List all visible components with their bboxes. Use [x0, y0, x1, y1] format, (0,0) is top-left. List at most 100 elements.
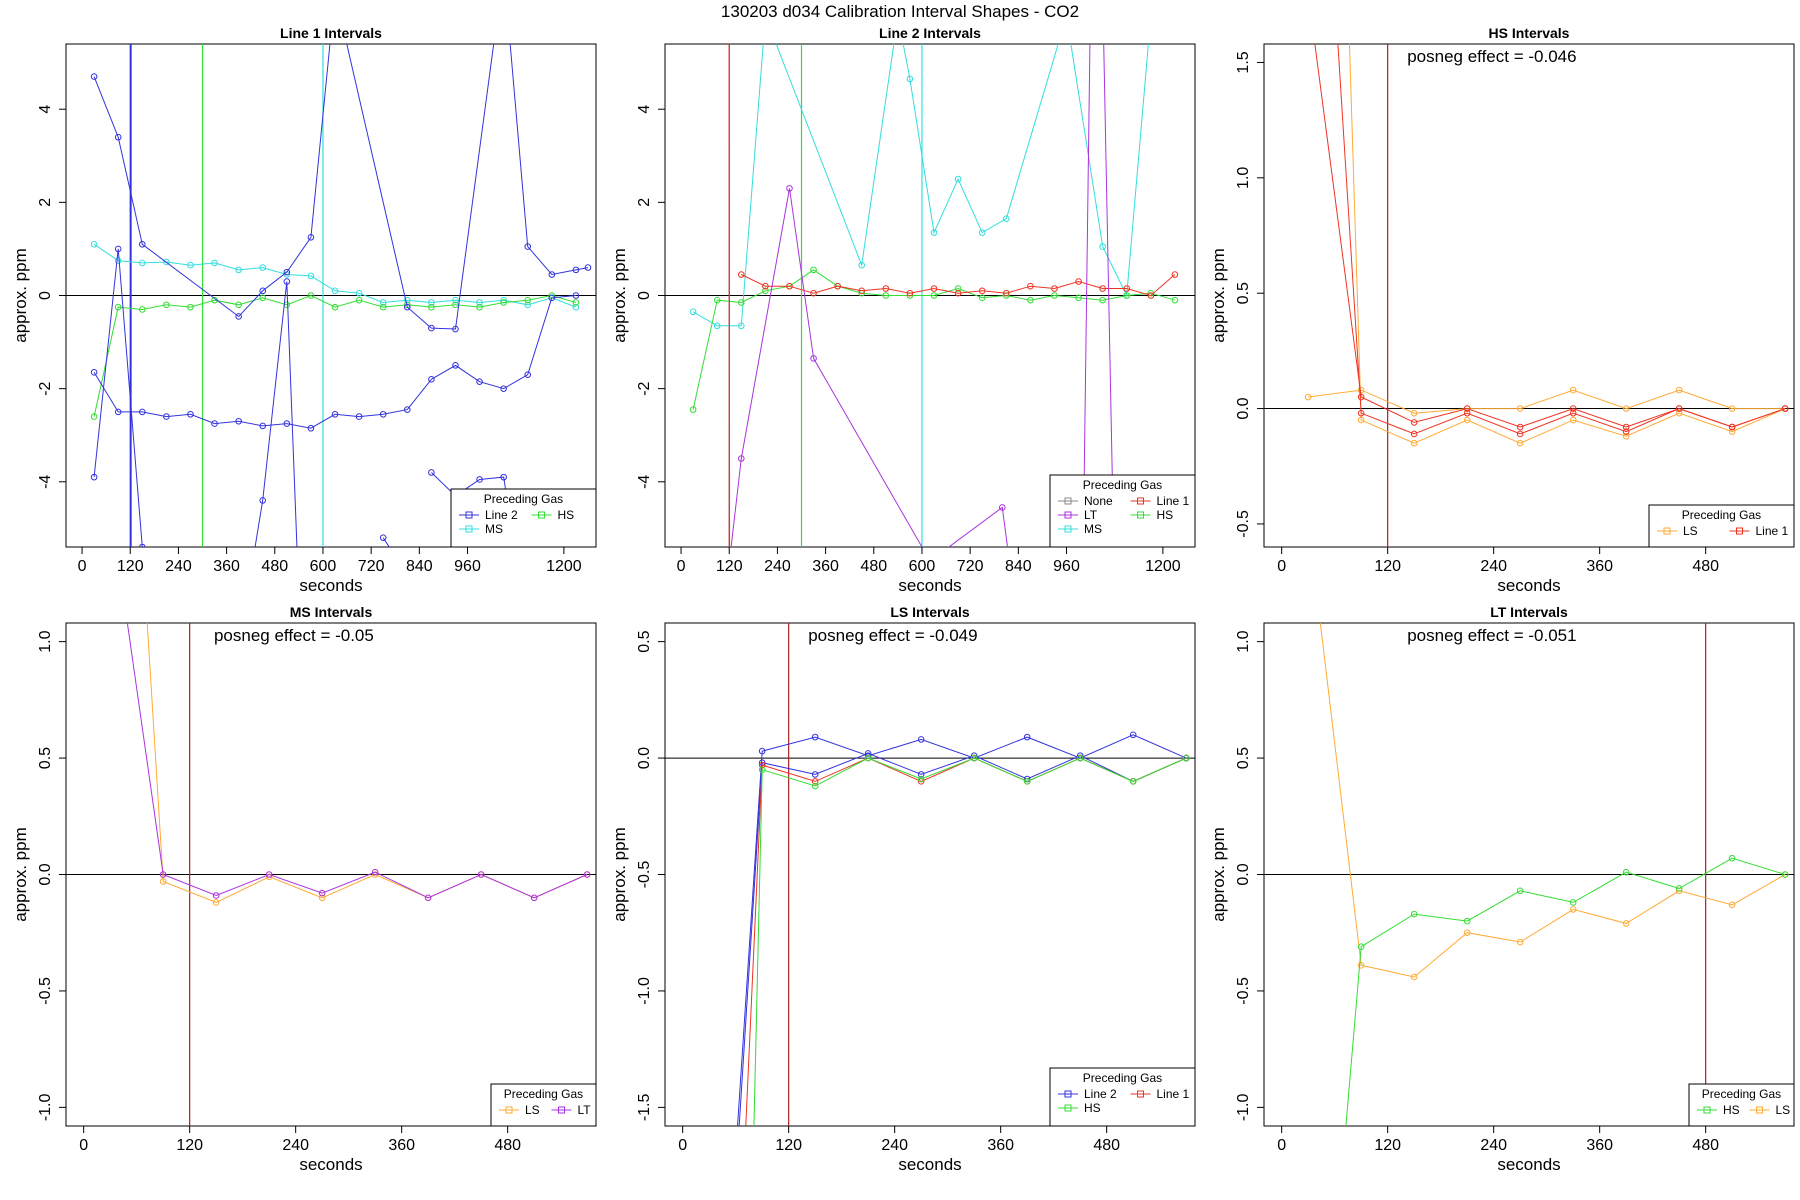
- x-tick-label: 1200: [1145, 558, 1181, 575]
- data-point: [355, 296, 363, 304]
- x-tick-label: 360: [987, 1137, 1014, 1154]
- legend-swatch-marker: [558, 1106, 565, 1114]
- legend-entry: LS: [1683, 524, 1698, 538]
- data-point: [259, 264, 267, 271]
- data-point: [858, 261, 866, 269]
- data-point: [1516, 423, 1524, 431]
- legend-title: Preceding Gas: [1682, 508, 1761, 522]
- data-point: [1129, 731, 1137, 739]
- x-axis-label: seconds: [1497, 1155, 1560, 1174]
- legend-entry: MS: [485, 522, 503, 536]
- legend-entry: Line 1: [1756, 524, 1789, 538]
- legend: Preceding Gas Line 2 HS MS: [450, 488, 597, 548]
- y-tick-label: -1.5: [636, 1093, 653, 1121]
- data-point: [355, 413, 363, 420]
- data-point: [1728, 901, 1736, 909]
- data-point: [1075, 294, 1082, 302]
- data-point: [882, 292, 890, 299]
- y-tick-label: 2: [636, 198, 653, 207]
- data-point: [211, 420, 218, 427]
- data-point: [1357, 409, 1365, 417]
- panel-title: Line 2 Intervals: [879, 25, 981, 41]
- data-point: [1182, 754, 1190, 762]
- data-point: [1728, 423, 1736, 431]
- y-tick-label: 1.5: [1235, 51, 1252, 73]
- data-point: [811, 782, 819, 790]
- posneg-annotation: posneg effect = -0.049: [808, 626, 977, 645]
- x-axis-label: seconds: [898, 576, 961, 595]
- x-tick-label: 0: [79, 1137, 88, 1154]
- data-point: [318, 894, 326, 902]
- data-point: [834, 282, 841, 290]
- x-tick-label: 720: [957, 558, 984, 575]
- series-line: [93, 243, 577, 308]
- data-point: [810, 266, 817, 274]
- x-tick-label: 960: [1053, 558, 1080, 575]
- data-point: [1516, 887, 1524, 895]
- y-tick-label: 2: [37, 198, 54, 207]
- data-point: [1304, 393, 1312, 401]
- data-point: [265, 871, 273, 878]
- legend-entry: LS: [1776, 1103, 1791, 1117]
- data-point: [1463, 405, 1471, 412]
- x-tick-label: 480: [494, 1137, 521, 1154]
- data-point: [428, 303, 435, 311]
- data-point: [1569, 409, 1577, 417]
- data-point: [689, 406, 697, 413]
- data-point: [858, 287, 866, 295]
- data-point: [786, 282, 793, 290]
- data-point: [331, 303, 339, 311]
- data-point: [1410, 409, 1418, 417]
- data-point: [572, 292, 580, 299]
- series-line: [1348, 44, 1786, 444]
- series-line: [753, 757, 1187, 1126]
- data-point: [424, 894, 432, 902]
- legend-entry: HS: [1723, 1103, 1740, 1117]
- posneg-annotation: posneg effect = -0.05: [214, 626, 374, 645]
- data-point: [235, 417, 242, 425]
- data-point: [1622, 868, 1630, 876]
- data-point: [572, 303, 580, 311]
- y-tick-label: -0.5: [37, 977, 54, 1005]
- data-point: [786, 185, 793, 192]
- legend-entry: LT: [1084, 508, 1098, 522]
- data-point: [403, 406, 411, 413]
- data-point: [1622, 428, 1630, 435]
- legend-entry: LS: [525, 1103, 540, 1117]
- x-tick-label: 240: [1480, 558, 1507, 575]
- y-axis-label: approx. ppm: [1209, 248, 1228, 343]
- legend-swatch-marker: [1736, 527, 1743, 535]
- data-point: [1622, 405, 1630, 412]
- data-point: [1099, 243, 1106, 250]
- data-point: [954, 175, 962, 183]
- data-point: [548, 294, 556, 302]
- x-tick-label: 360: [388, 1137, 415, 1154]
- data-point: [1675, 409, 1683, 417]
- data-point: [810, 289, 817, 297]
- y-tick-label: -1.0: [636, 977, 653, 1005]
- data-point: [978, 229, 986, 236]
- x-tick-label: 840: [406, 558, 433, 575]
- data-point: [737, 322, 745, 330]
- data-point: [1123, 285, 1131, 292]
- legend-swatch-marker: [505, 1106, 513, 1114]
- x-tick-label: 240: [764, 558, 791, 575]
- series-line: [93, 295, 576, 429]
- x-tick-label: 0: [677, 558, 686, 575]
- data-point: [954, 289, 962, 297]
- legend-swatch-marker: [1137, 511, 1144, 519]
- data-point: [1099, 285, 1106, 292]
- series-line: [692, 44, 1149, 327]
- y-tick-label: -0.5: [1235, 510, 1252, 538]
- y-tick-label: -4: [37, 475, 54, 489]
- panel-6: LT Intervals 0 120 240 360 480 seconds -1.0 -0.5…: [1209, 604, 1795, 1174]
- data-point: [1099, 296, 1106, 304]
- data-point: [762, 287, 769, 295]
- legend-box: [1049, 1067, 1196, 1127]
- data-point: [1463, 917, 1471, 925]
- data-point: [428, 324, 435, 332]
- data-point: [259, 294, 267, 302]
- panel-3: HS Intervals 0 120 240 360 480 seconds -0.5 0.0 0…: [1209, 25, 1795, 595]
